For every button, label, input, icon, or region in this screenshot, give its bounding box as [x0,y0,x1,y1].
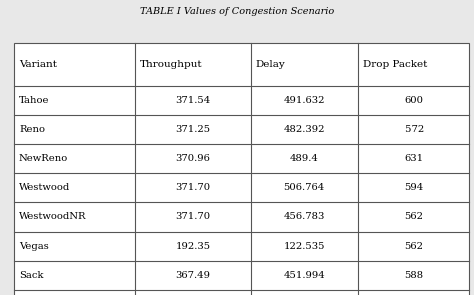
Text: Throughput: Throughput [139,60,202,69]
Text: 600: 600 [404,96,423,105]
Text: 594: 594 [404,183,423,192]
Text: Drop Packet: Drop Packet [363,60,427,69]
Text: Sack: Sack [19,271,44,280]
Text: Vegas: Vegas [19,242,49,251]
Text: 562: 562 [404,242,423,251]
Text: WestwoodNR: WestwoodNR [19,212,86,222]
Text: 572: 572 [402,125,425,134]
Text: TABLE I Values of Congestion Scenario: TABLE I Values of Congestion Scenario [140,7,334,17]
Text: Delay: Delay [255,60,285,69]
Text: Tahoe: Tahoe [19,96,49,105]
Text: 367.49: 367.49 [175,271,210,280]
Text: 371.25: 371.25 [175,125,210,134]
Text: 192.35: 192.35 [175,242,210,251]
Text: NewReno: NewReno [19,154,68,163]
Text: 491.632: 491.632 [283,96,325,105]
Text: 482.392: 482.392 [283,125,325,134]
Text: Variant: Variant [19,60,57,69]
Text: 122.535: 122.535 [283,242,325,251]
Text: 456.783: 456.783 [283,212,325,222]
Text: 631: 631 [404,154,423,163]
Text: 506.764: 506.764 [283,183,325,192]
Text: Reno: Reno [19,125,45,134]
Text: 371.70: 371.70 [175,212,210,222]
Text: 489.4: 489.4 [290,154,319,163]
Text: 588: 588 [404,271,423,280]
Text: Westwood: Westwood [19,183,70,192]
Text: 370.96: 370.96 [175,154,210,163]
Text: 562: 562 [404,212,423,222]
Text: 451.994: 451.994 [283,271,325,280]
Text: 371.54: 371.54 [175,96,210,105]
Text: 371.70: 371.70 [175,183,210,192]
